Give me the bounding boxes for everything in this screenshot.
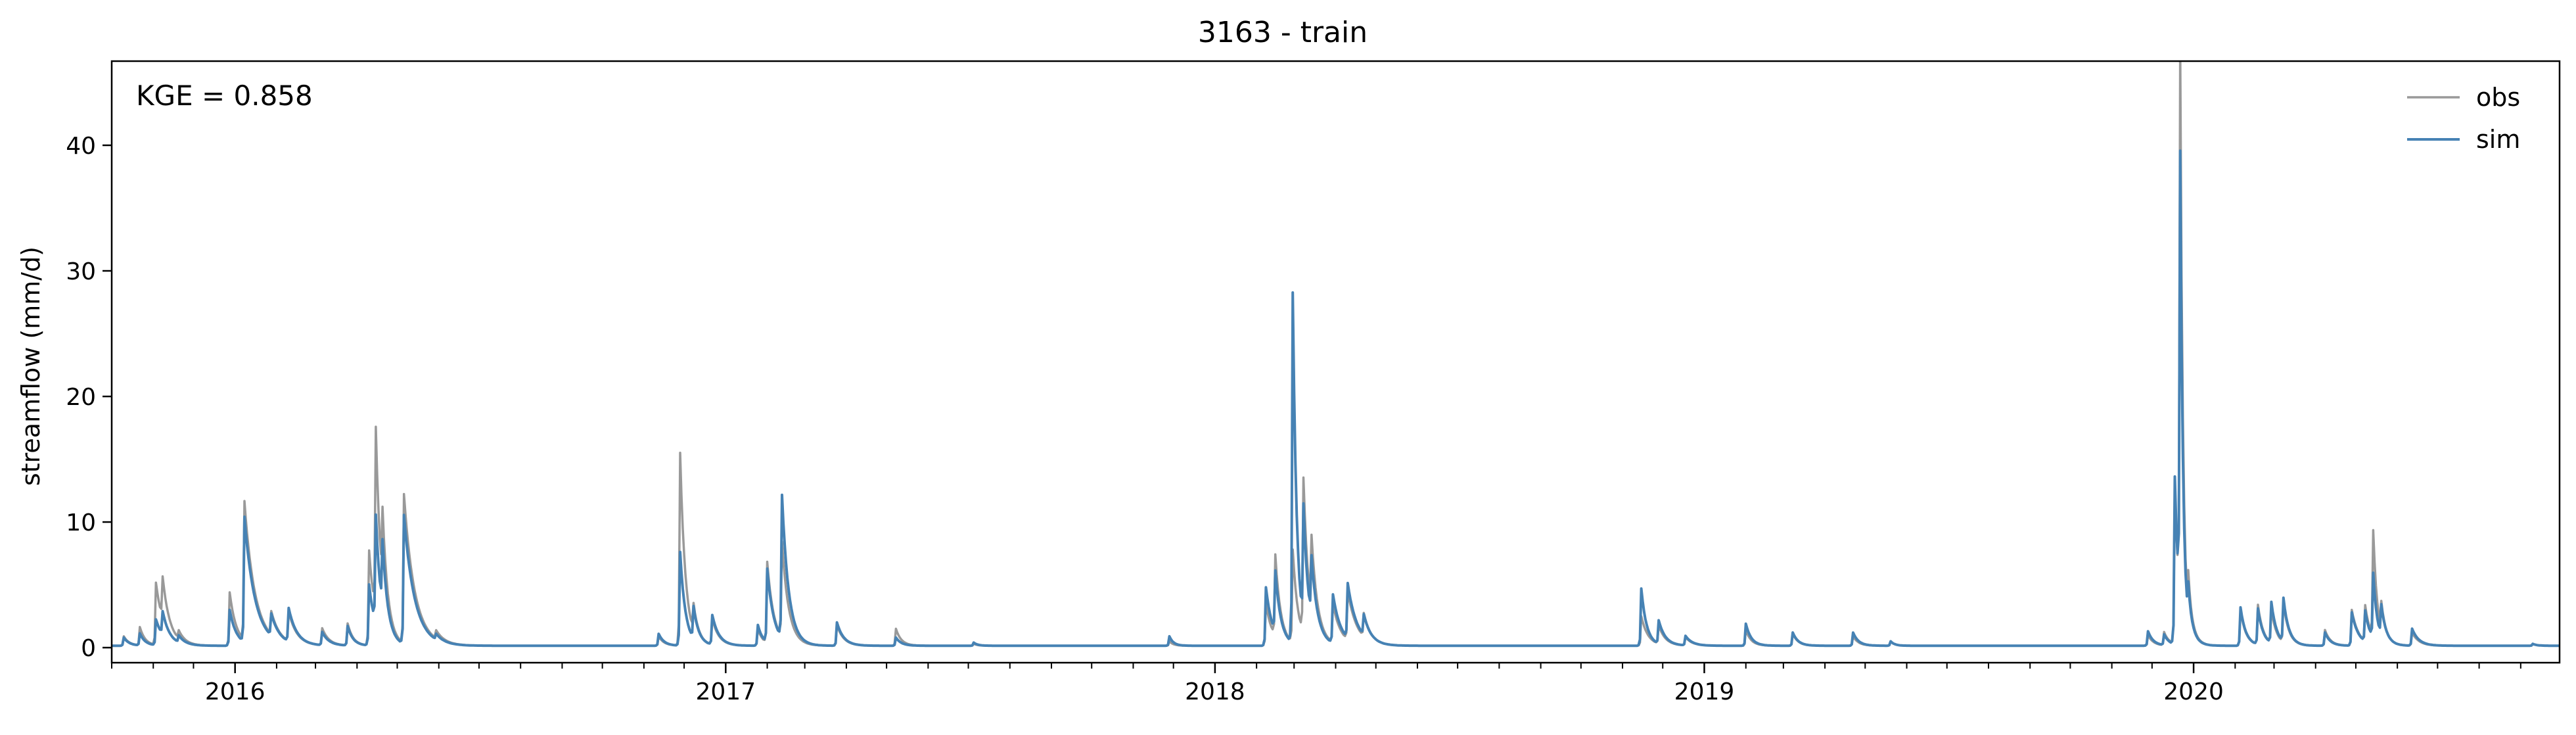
y-tick-label: 30	[66, 258, 96, 285]
y-tick-label: 10	[66, 510, 96, 536]
legend-label-sim: sim	[2476, 125, 2520, 154]
legend: obs sim	[2407, 83, 2520, 154]
sim-series-line	[112, 149, 2560, 648]
x-axis: 2016 2017 2018 2019 2020	[111, 663, 2521, 705]
x-tick-label: 2018	[1185, 678, 1245, 705]
y-axis-label: streamflow (mm/d)	[16, 247, 45, 486]
y-tick-label: 40	[66, 133, 96, 160]
x-tick-label: 2016	[205, 678, 265, 705]
chart-title: 3163 - train	[1198, 16, 1368, 49]
series-lines	[112, 61, 2560, 648]
y-tick-label: 20	[66, 384, 96, 411]
legend-label-obs: obs	[2476, 83, 2520, 112]
x-tick-label: 2019	[1674, 678, 1735, 705]
y-tick-label: 0	[81, 635, 96, 662]
kge-annotation: KGE = 0.858	[136, 80, 313, 112]
x-tick-label: 2020	[2163, 678, 2224, 705]
x-tick-label: 2017	[695, 678, 756, 705]
y-axis: 0 10 20 30 40	[66, 133, 112, 662]
